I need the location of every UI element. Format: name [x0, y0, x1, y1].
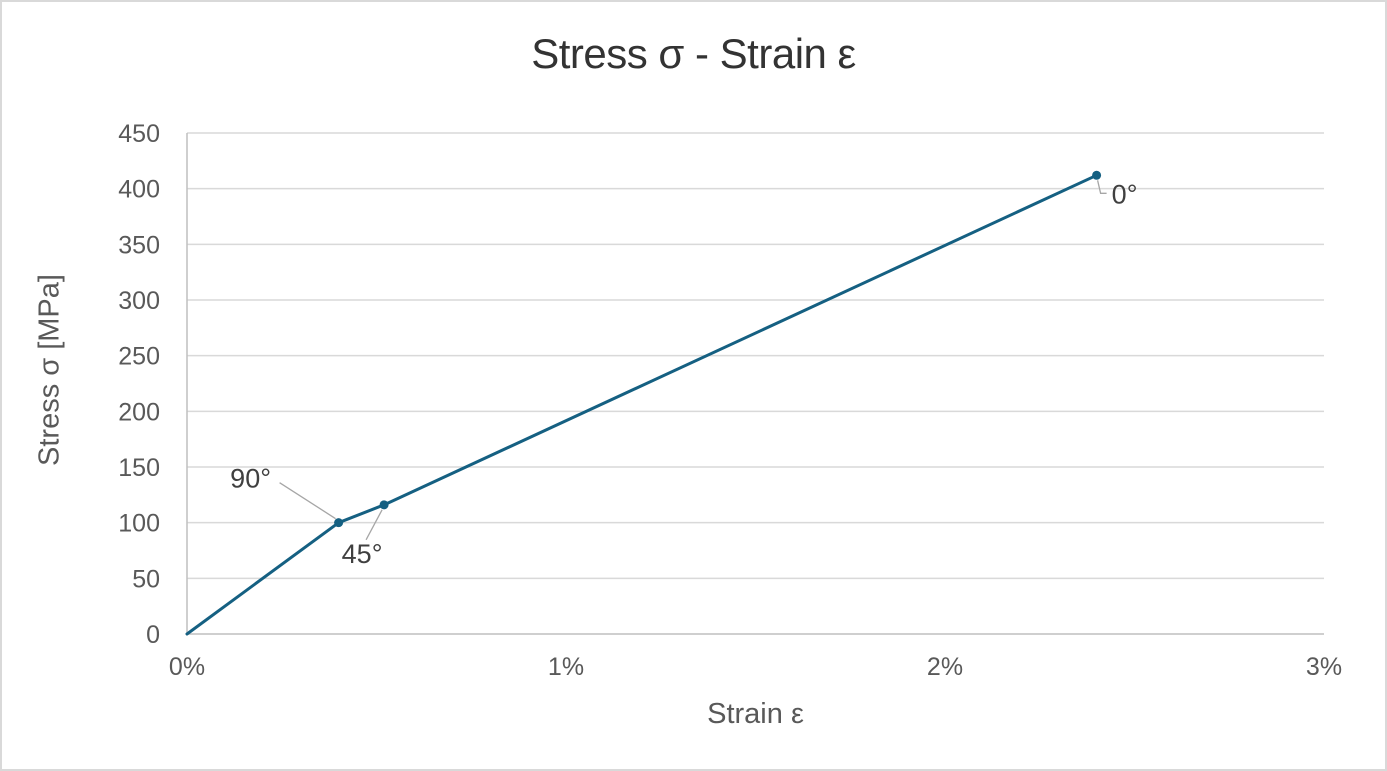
y-tick-label: 100 — [118, 510, 160, 538]
y-tick-label: 250 — [118, 343, 160, 371]
data-point-marker — [1092, 170, 1102, 180]
series-line — [185, 173, 1099, 636]
x-tick-label: 0% — [169, 653, 205, 681]
annotation-leader-line — [1096, 180, 1107, 194]
y-tick-label: 300 — [118, 287, 160, 315]
chart-title: Stress σ - Strain ε — [531, 30, 856, 77]
y-tick-label: 50 — [132, 565, 160, 593]
annotation-leader-line — [365, 509, 383, 541]
x-tick-label: 2% — [927, 653, 963, 681]
x-axis-title: Strain ε — [707, 698, 804, 730]
data-point-label: 0° — [1112, 179, 1138, 209]
x-tick-label: 3% — [1306, 653, 1342, 681]
y-tick-label: 0 — [146, 621, 160, 649]
y-tick-label: 150 — [118, 454, 160, 482]
y-tick-label: 450 — [118, 120, 160, 148]
annotation-leader-line — [279, 482, 336, 520]
data-point-label: 90° — [230, 464, 271, 494]
data-point-marker — [334, 518, 344, 528]
data-point-marker — [379, 500, 389, 510]
y-tick-label: 400 — [118, 176, 160, 204]
data-point-label: 45° — [342, 539, 383, 569]
x-tick-label: 1% — [548, 653, 584, 681]
y-axis-title: Stress σ [MPa] — [33, 274, 66, 466]
y-tick-label: 350 — [118, 231, 160, 259]
y-tick-label: 200 — [118, 398, 160, 426]
